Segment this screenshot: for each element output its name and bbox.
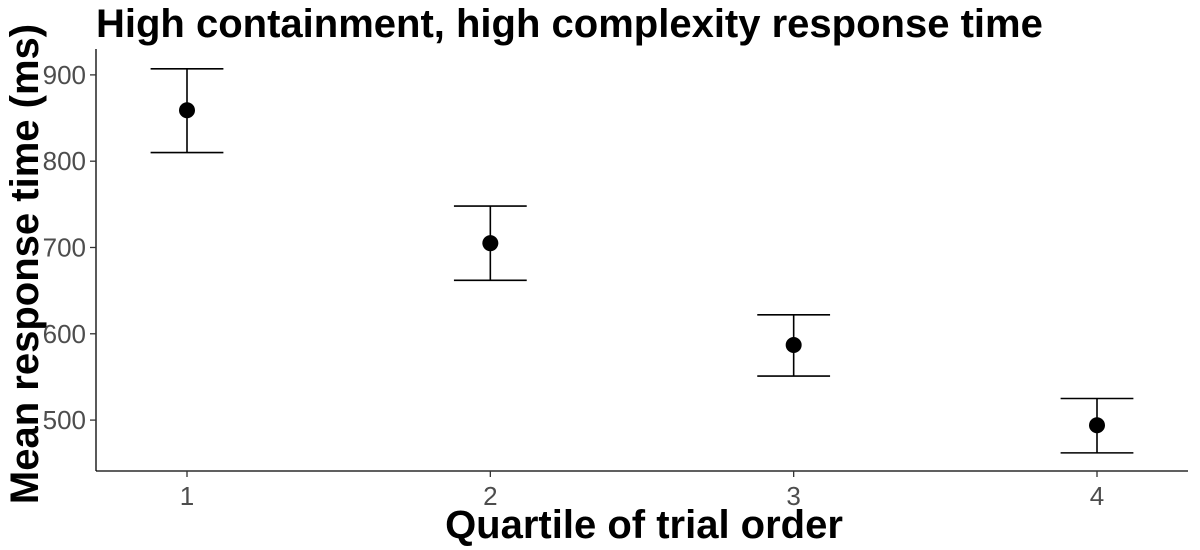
x-axis-title: Quartile of trial order [445, 503, 843, 547]
data-point [179, 102, 195, 119]
data-point [1089, 417, 1105, 434]
data-point [785, 337, 802, 354]
y-tick-label: 500 [43, 405, 86, 435]
y-tick-label: 800 [43, 146, 86, 176]
y-tick-label: 900 [43, 60, 86, 90]
data-marks [150, 68, 1134, 454]
y-axis-ticks: 500 600 700 800 900 [43, 60, 96, 435]
x-tick-label: 3 [786, 481, 800, 511]
x-tick-label: 4 [1090, 481, 1104, 511]
y-tick-label: 600 [43, 319, 86, 349]
chart-title: High containment, high complexity respon… [96, 2, 1043, 46]
y-tick-label: 700 [43, 232, 86, 262]
x-tick-label: 2 [483, 481, 497, 511]
data-point [482, 235, 499, 252]
x-axis-ticks: 1 2 3 4 [180, 471, 1104, 511]
y-axis-title: Mean response time (ms) [3, 24, 47, 504]
x-tick-label: 1 [180, 481, 194, 511]
